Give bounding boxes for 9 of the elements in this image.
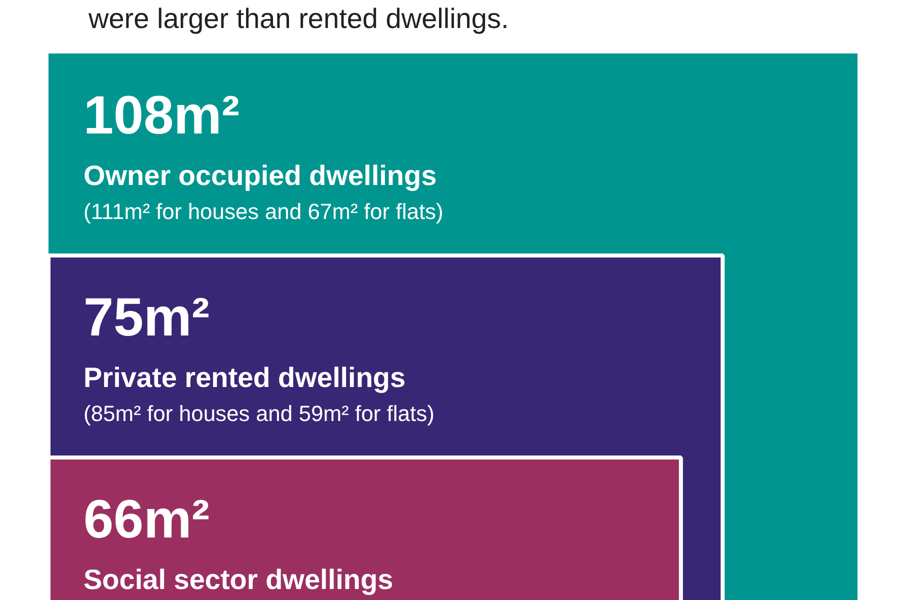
category-label: Social sector dwellings xyxy=(84,564,394,595)
data-label: 66m² xyxy=(84,490,210,550)
text: were larger than rented dwellings. xyxy=(88,3,509,34)
data-label: 108m² xyxy=(84,86,240,146)
category-label: Private rented dwellings xyxy=(84,362,406,393)
text: (85m² for houses and 59m² for flats) xyxy=(84,401,434,426)
text: (111m² for houses and 67m² for flats) xyxy=(84,199,444,224)
data-label: 75m² xyxy=(84,288,210,348)
category-label: Owner occupied dwellings xyxy=(84,160,437,191)
